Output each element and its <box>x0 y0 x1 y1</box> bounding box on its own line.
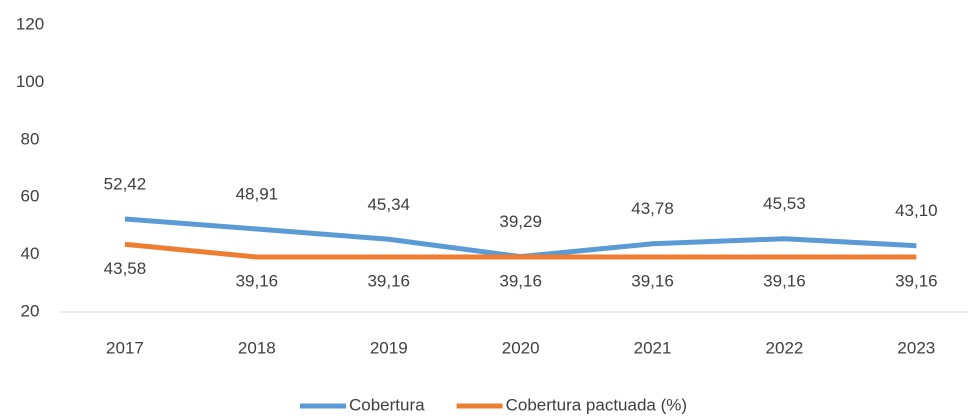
data-label: 39,16 <box>499 271 542 290</box>
legend-label: Cobertura <box>349 395 425 414</box>
data-label: 39,16 <box>631 271 674 290</box>
data-label: 45,53 <box>763 194 806 213</box>
data-label: 39,16 <box>895 271 938 290</box>
y-tick-label: 60 <box>21 187 40 206</box>
data-label: 45,34 <box>367 195 410 214</box>
y-tick-label: 120 <box>16 14 44 33</box>
y-tick-label: 100 <box>16 72 44 91</box>
data-label: 39,16 <box>236 271 279 290</box>
x-tick-label: 2022 <box>766 338 804 357</box>
x-tick-label: 2018 <box>238 338 276 357</box>
x-tick-label: 2019 <box>370 338 408 357</box>
x-tick-label: 2021 <box>634 338 672 357</box>
y-tick-label: 40 <box>21 244 40 263</box>
data-label: 52,42 <box>104 174 147 193</box>
data-label: 43,10 <box>895 201 938 220</box>
y-tick-label: 20 <box>21 301 40 320</box>
legend-label: Cobertura pactuada (%) <box>506 395 687 414</box>
y-tick-label: 80 <box>21 129 40 148</box>
x-tick-label: 2023 <box>897 338 935 357</box>
x-tick-label: 2020 <box>502 338 540 357</box>
data-label: 43,58 <box>104 259 147 278</box>
x-tick-label: 2017 <box>106 338 144 357</box>
data-label: 39,16 <box>367 271 410 290</box>
series-line <box>124 241 917 260</box>
data-label: 39,29 <box>499 212 542 231</box>
data-label: 48,91 <box>236 185 279 204</box>
data-label: 39,16 <box>763 271 806 290</box>
data-label: 43,78 <box>631 199 674 218</box>
